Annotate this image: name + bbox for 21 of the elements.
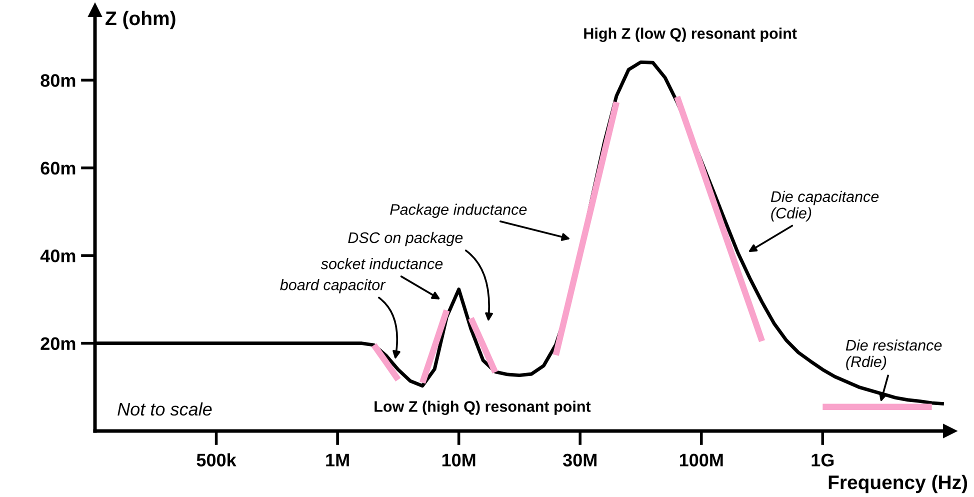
x-tick-label: 1G [812, 454, 834, 466]
y-tick-label: 20m [40, 337, 76, 350]
x-tick-label: 1M [326, 454, 349, 466]
annotation: Die capacitance (Cdie) [770, 190, 879, 222]
annotation: socket inductance [320, 258, 443, 270]
y-tick-label: 40m [40, 250, 76, 262]
annotation: Die resistance (Rdie) [846, 339, 942, 370]
x-axis-title: Frequency (Hz) [828, 474, 968, 494]
annotation: Not to scale [118, 402, 212, 416]
x-tick-label: 500k [196, 453, 236, 466]
x-tick-label: 10M [442, 454, 476, 466]
annotation: DSC on package [348, 232, 463, 246]
y-tick-label: 80m [40, 74, 76, 87]
annotation: Low Z (high Q) resonant point [374, 400, 591, 415]
x-tick-label: 100M [680, 454, 723, 466]
y-tick-label: 60m [40, 162, 76, 175]
annotation: Package inductance [390, 204, 527, 218]
x-tick-label: 30M [562, 454, 596, 467]
y-axis-title: Z (ohm) [106, 10, 176, 30]
annotation: High Z (low Q) resonant point [584, 28, 797, 42]
annotation: board capacitor [280, 279, 386, 294]
